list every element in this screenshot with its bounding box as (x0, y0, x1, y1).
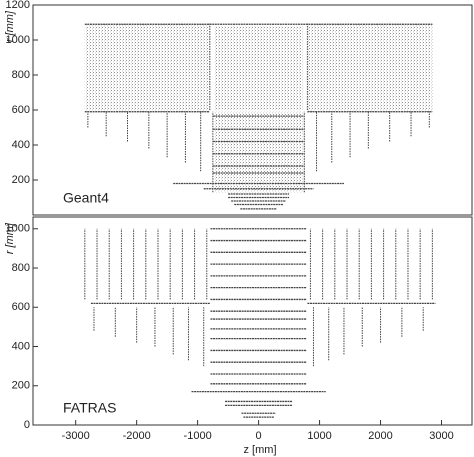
y-tick-label: 1000 (6, 34, 30, 46)
x-tick-label: 2000 (368, 430, 392, 442)
x-tick-label: 3000 (429, 430, 453, 442)
ylabel: r [mm] (4, 10, 16, 42)
x-tick-label: 0 (256, 430, 262, 442)
x-tick-label: 1000 (307, 430, 331, 442)
hit-region (214, 111, 304, 193)
xlabel: z [mm] (244, 444, 277, 456)
y-tick-label: 200 (12, 174, 30, 186)
hit-region (84, 24, 210, 112)
y-tick-label: 600 (12, 104, 30, 116)
y-tick-label: 800 (12, 262, 30, 274)
hit-region (307, 24, 433, 112)
plot-frame (32, 216, 473, 426)
y-tick-label: 1200 (6, 0, 30, 11)
x-tick-label: -1000 (184, 430, 212, 442)
y-tick-label: 400 (12, 139, 30, 151)
hit-region (214, 26, 304, 110)
y-tick-label: 200 (12, 380, 30, 392)
panel-label: FATRAS (63, 400, 116, 416)
ylabel: r [mm] (4, 222, 16, 254)
x-tick-label: -3000 (62, 430, 90, 442)
x-tick-label: -2000 (123, 430, 151, 442)
y-tick-label: 1000 (6, 223, 30, 235)
y-tick-label: 600 (12, 301, 30, 313)
y-tick-label: 800 (12, 69, 30, 81)
panel-label: Geant4 (63, 190, 109, 206)
y-tick-label: 0 (24, 419, 30, 431)
y-tick-label: 400 (12, 340, 30, 352)
